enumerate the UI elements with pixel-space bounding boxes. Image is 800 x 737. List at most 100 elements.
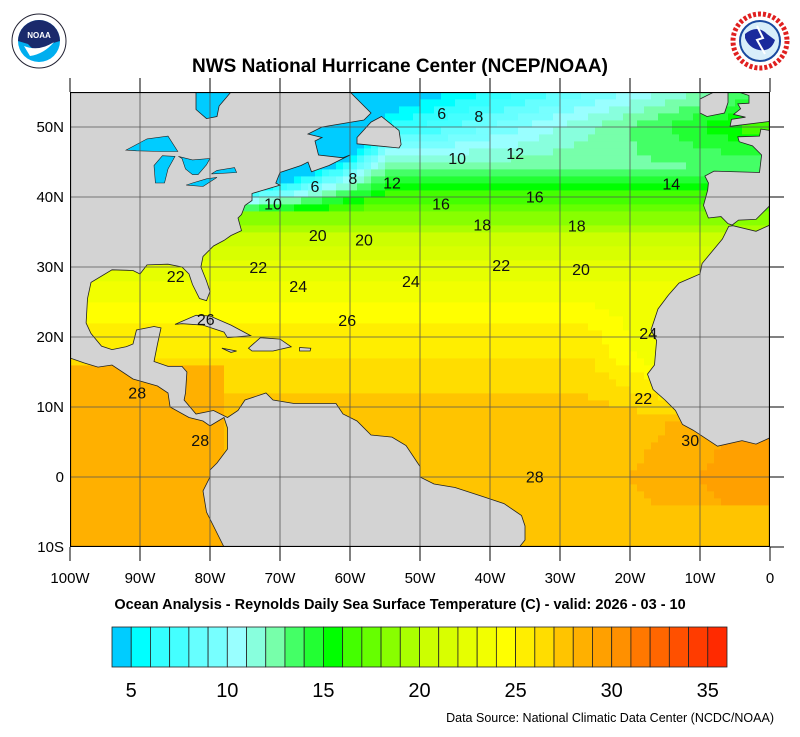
- sst-cell: [378, 232, 386, 240]
- sst-cell: [497, 148, 505, 156]
- sst-cell: [126, 540, 134, 547]
- sst-cell: [308, 379, 316, 387]
- sst-cell: [182, 337, 190, 345]
- sst-cell: [595, 155, 603, 163]
- sst-cell: [413, 113, 421, 121]
- sst-cell: [105, 302, 113, 310]
- sst-cell: [420, 456, 428, 464]
- sst-cell: [413, 260, 421, 268]
- sst-cell: [196, 393, 204, 401]
- sst-cell: [532, 253, 540, 261]
- sst-cell: [126, 323, 134, 331]
- sst-cell: [182, 323, 190, 331]
- sst-cell: [133, 323, 141, 331]
- sst-cell: [476, 351, 484, 359]
- sst-cell: [511, 456, 519, 464]
- sst-cell: [301, 176, 309, 184]
- sst-cell: [252, 309, 260, 317]
- sst-cell: [483, 155, 491, 163]
- sst-cell: [308, 267, 316, 275]
- sst-cell: [539, 92, 547, 100]
- sst-cell: [420, 274, 428, 282]
- sst-cell: [511, 134, 519, 142]
- sst-cell: [560, 92, 568, 100]
- sst-cell: [329, 330, 337, 338]
- sst-cell: [203, 400, 211, 408]
- sst-cell: [441, 463, 449, 471]
- sst-cell: [399, 239, 407, 247]
- sst-cell: [371, 260, 379, 268]
- sst-cell: [490, 169, 498, 177]
- noaa-logo: NOAA: [11, 13, 67, 69]
- sst-cell: [308, 197, 316, 205]
- sst-cell: [595, 134, 603, 142]
- sst-cell: [455, 190, 463, 198]
- sst-cell: [525, 498, 533, 506]
- sst-cell: [497, 169, 505, 177]
- sst-cell: [588, 155, 596, 163]
- sst-cell: [238, 358, 246, 366]
- sst-cell: [210, 302, 218, 310]
- sst-cell: [70, 442, 78, 450]
- sst-cell: [567, 491, 575, 499]
- sst-cell: [553, 421, 561, 429]
- sst-cell: [91, 498, 99, 506]
- sst-cell: [245, 365, 253, 373]
- sst-cell: [504, 491, 512, 499]
- sst-cell: [161, 526, 169, 534]
- sst-cell: [434, 155, 442, 163]
- sst-cell: [455, 477, 463, 485]
- sst-cell: [196, 463, 204, 471]
- sst-cell: [462, 120, 470, 128]
- sst-cell: [196, 470, 204, 478]
- sst-cell: [343, 246, 351, 254]
- sst-cell: [147, 295, 155, 303]
- sst-cell: [315, 232, 323, 240]
- sst-cell: [70, 358, 78, 366]
- sst-cell: [266, 316, 274, 324]
- sst-cell: [119, 533, 127, 541]
- sst-cell: [476, 211, 484, 219]
- sst-cell: [273, 267, 281, 275]
- sst-cell: [168, 330, 176, 338]
- sst-cell: [504, 456, 512, 464]
- sst-cell: [532, 316, 540, 324]
- sst-cell: [539, 183, 547, 191]
- sst-cell: [420, 407, 428, 415]
- sst-cell: [329, 197, 337, 205]
- sst-cell: [504, 204, 512, 212]
- sst-cell: [434, 351, 442, 359]
- sst-cell: [455, 470, 463, 478]
- sst-cell: [518, 120, 526, 128]
- sst-cell: [315, 197, 323, 205]
- sst-cell: [217, 442, 225, 450]
- sst-cell: [511, 358, 519, 366]
- sst-cell: [476, 344, 484, 352]
- sst-cell: [441, 204, 449, 212]
- sst-cell: [546, 379, 554, 387]
- sst-cell: [483, 351, 491, 359]
- sst-cell: [224, 246, 232, 254]
- sst-cell: [413, 309, 421, 317]
- sst-cell: [126, 421, 134, 429]
- sst-cell: [546, 204, 554, 212]
- sst-cell: [210, 344, 218, 352]
- sst-cell: [553, 232, 561, 240]
- sst-cell: [203, 386, 211, 394]
- sst-cell: [392, 106, 400, 114]
- sst-cell: [203, 358, 211, 366]
- sst-cell: [126, 309, 134, 317]
- sst-cell: [546, 295, 554, 303]
- sst-cell: [350, 190, 358, 198]
- sst-cell: [532, 141, 540, 149]
- sst-cell: [462, 141, 470, 149]
- sst-cell: [462, 365, 470, 373]
- sst-cell: [336, 260, 344, 268]
- sst-cell: [231, 316, 239, 324]
- sst-cell: [427, 113, 435, 121]
- sst-cell: [182, 512, 190, 520]
- sst-cell: [441, 316, 449, 324]
- sst-cell: [476, 176, 484, 184]
- sst-cell: [399, 414, 407, 422]
- sst-cell: [525, 218, 533, 226]
